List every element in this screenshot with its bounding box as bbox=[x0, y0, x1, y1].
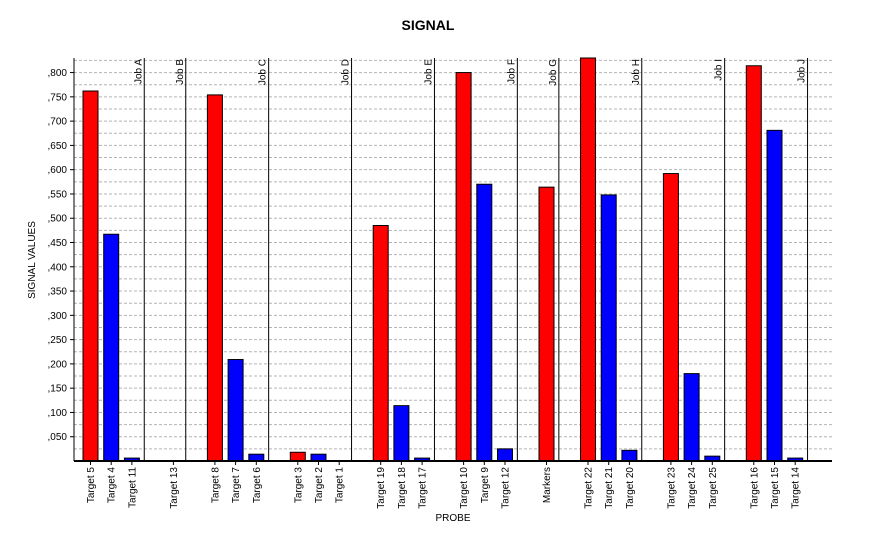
bar bbox=[683, 373, 700, 462]
chart-title: SIGNAL bbox=[402, 17, 455, 33]
x-tick-label: Target 10 bbox=[459, 467, 470, 509]
group-separators bbox=[143, 58, 809, 461]
x-tick-label: Target 12 bbox=[501, 467, 512, 509]
bar bbox=[476, 183, 493, 462]
y-tick-label: ,150 bbox=[48, 384, 68, 395]
bar bbox=[662, 173, 679, 462]
x-tick-label: Target 5 bbox=[86, 467, 97, 504]
x-tick-label: Target 20 bbox=[625, 467, 636, 509]
bar bbox=[497, 448, 513, 462]
bar bbox=[621, 449, 638, 462]
x-tick-label: Target 17 bbox=[418, 467, 429, 509]
group-label: Job F bbox=[506, 59, 517, 84]
group-label: Job G bbox=[548, 59, 559, 86]
bar bbox=[310, 453, 327, 462]
x-tick-label: Target 1 bbox=[335, 467, 346, 504]
x-tick-label: Target 3 bbox=[293, 467, 304, 504]
x-tick-label: Target 23 bbox=[666, 467, 677, 509]
bar bbox=[103, 233, 120, 462]
bar bbox=[82, 90, 99, 462]
y-tick-label: ,550 bbox=[48, 189, 68, 200]
x-tick-label: Target 21 bbox=[604, 467, 615, 509]
x-tick-label: Target 25 bbox=[708, 467, 719, 509]
y-tick-label: ,100 bbox=[48, 408, 68, 419]
group-label: Job D bbox=[341, 59, 352, 85]
group-label: Job J bbox=[797, 59, 808, 83]
bar bbox=[227, 359, 244, 462]
group-label: Job H bbox=[631, 59, 642, 85]
group-label: Job I bbox=[714, 59, 725, 81]
x-axis-ticks: Target 5 Target 4 Target 11 Target 13 Target… bbox=[86, 461, 802, 509]
x-tick-label: Target 11 bbox=[127, 467, 138, 508]
bars bbox=[82, 57, 804, 462]
bar bbox=[745, 65, 762, 462]
y-tick-label: ,600 bbox=[48, 165, 68, 176]
x-tick-label: Target 13 bbox=[169, 467, 180, 509]
group-label: Job E bbox=[423, 59, 434, 85]
bar bbox=[206, 94, 223, 462]
y-tick-label: ,250 bbox=[48, 335, 68, 346]
y-tick-label: ,450 bbox=[48, 238, 68, 249]
y-tick-label: ,700 bbox=[48, 117, 68, 128]
y-tick-label: ,050 bbox=[48, 432, 68, 443]
bar bbox=[600, 194, 617, 462]
bar bbox=[538, 186, 555, 462]
x-tick-label: Target 9 bbox=[480, 467, 491, 504]
y-tick-label: ,200 bbox=[48, 359, 68, 370]
x-tick-label: Markers bbox=[542, 467, 553, 503]
x-tick-label: Target 18 bbox=[397, 467, 408, 509]
x-tick-label: Target 15 bbox=[770, 467, 781, 509]
bar bbox=[393, 405, 410, 462]
y-axis-ticks: ,050 ,100 ,150 ,200 ,250 ,300 ,350 ,400 ,450 ,500… bbox=[48, 68, 74, 443]
bar bbox=[580, 57, 596, 462]
y-tick-label: ,300 bbox=[48, 311, 68, 322]
group-label: Job C bbox=[258, 59, 269, 85]
x-tick-label: Target 19 bbox=[376, 467, 387, 509]
group-labels: Job A Job B Job C Job D Job E Job F Job G Job H… bbox=[133, 59, 807, 86]
bar bbox=[248, 453, 265, 462]
y-tick-label: ,750 bbox=[48, 92, 68, 103]
x-tick-label: Target 2 bbox=[314, 467, 325, 504]
bar bbox=[372, 225, 389, 462]
y-tick-label: ,800 bbox=[48, 68, 68, 79]
x-tick-label: Target 22 bbox=[584, 467, 595, 509]
x-tick-label: Target 24 bbox=[687, 467, 698, 509]
bar bbox=[766, 129, 783, 462]
y-tick-label: ,350 bbox=[48, 287, 68, 298]
y-tick-label: ,500 bbox=[48, 214, 68, 225]
grid-lines bbox=[74, 59, 832, 450]
x-tick-label: Target 14 bbox=[791, 467, 802, 509]
x-tick-label: Target 7 bbox=[231, 467, 242, 504]
x-axis-title: PROBE bbox=[435, 513, 470, 524]
y-axis-title: SIGNAL VALUES bbox=[27, 221, 38, 299]
x-tick-label: Target 6 bbox=[252, 467, 263, 504]
bar bbox=[289, 451, 306, 462]
y-tick-label: ,650 bbox=[48, 141, 68, 152]
y-tick-label: ,400 bbox=[48, 262, 68, 273]
x-tick-label: Target 4 bbox=[107, 467, 118, 504]
x-tick-label: Target 16 bbox=[749, 467, 760, 509]
group-label: Job B bbox=[175, 59, 186, 85]
group-label: Job A bbox=[133, 59, 144, 84]
bar bbox=[455, 72, 472, 462]
x-tick-label: Target 8 bbox=[210, 467, 221, 504]
